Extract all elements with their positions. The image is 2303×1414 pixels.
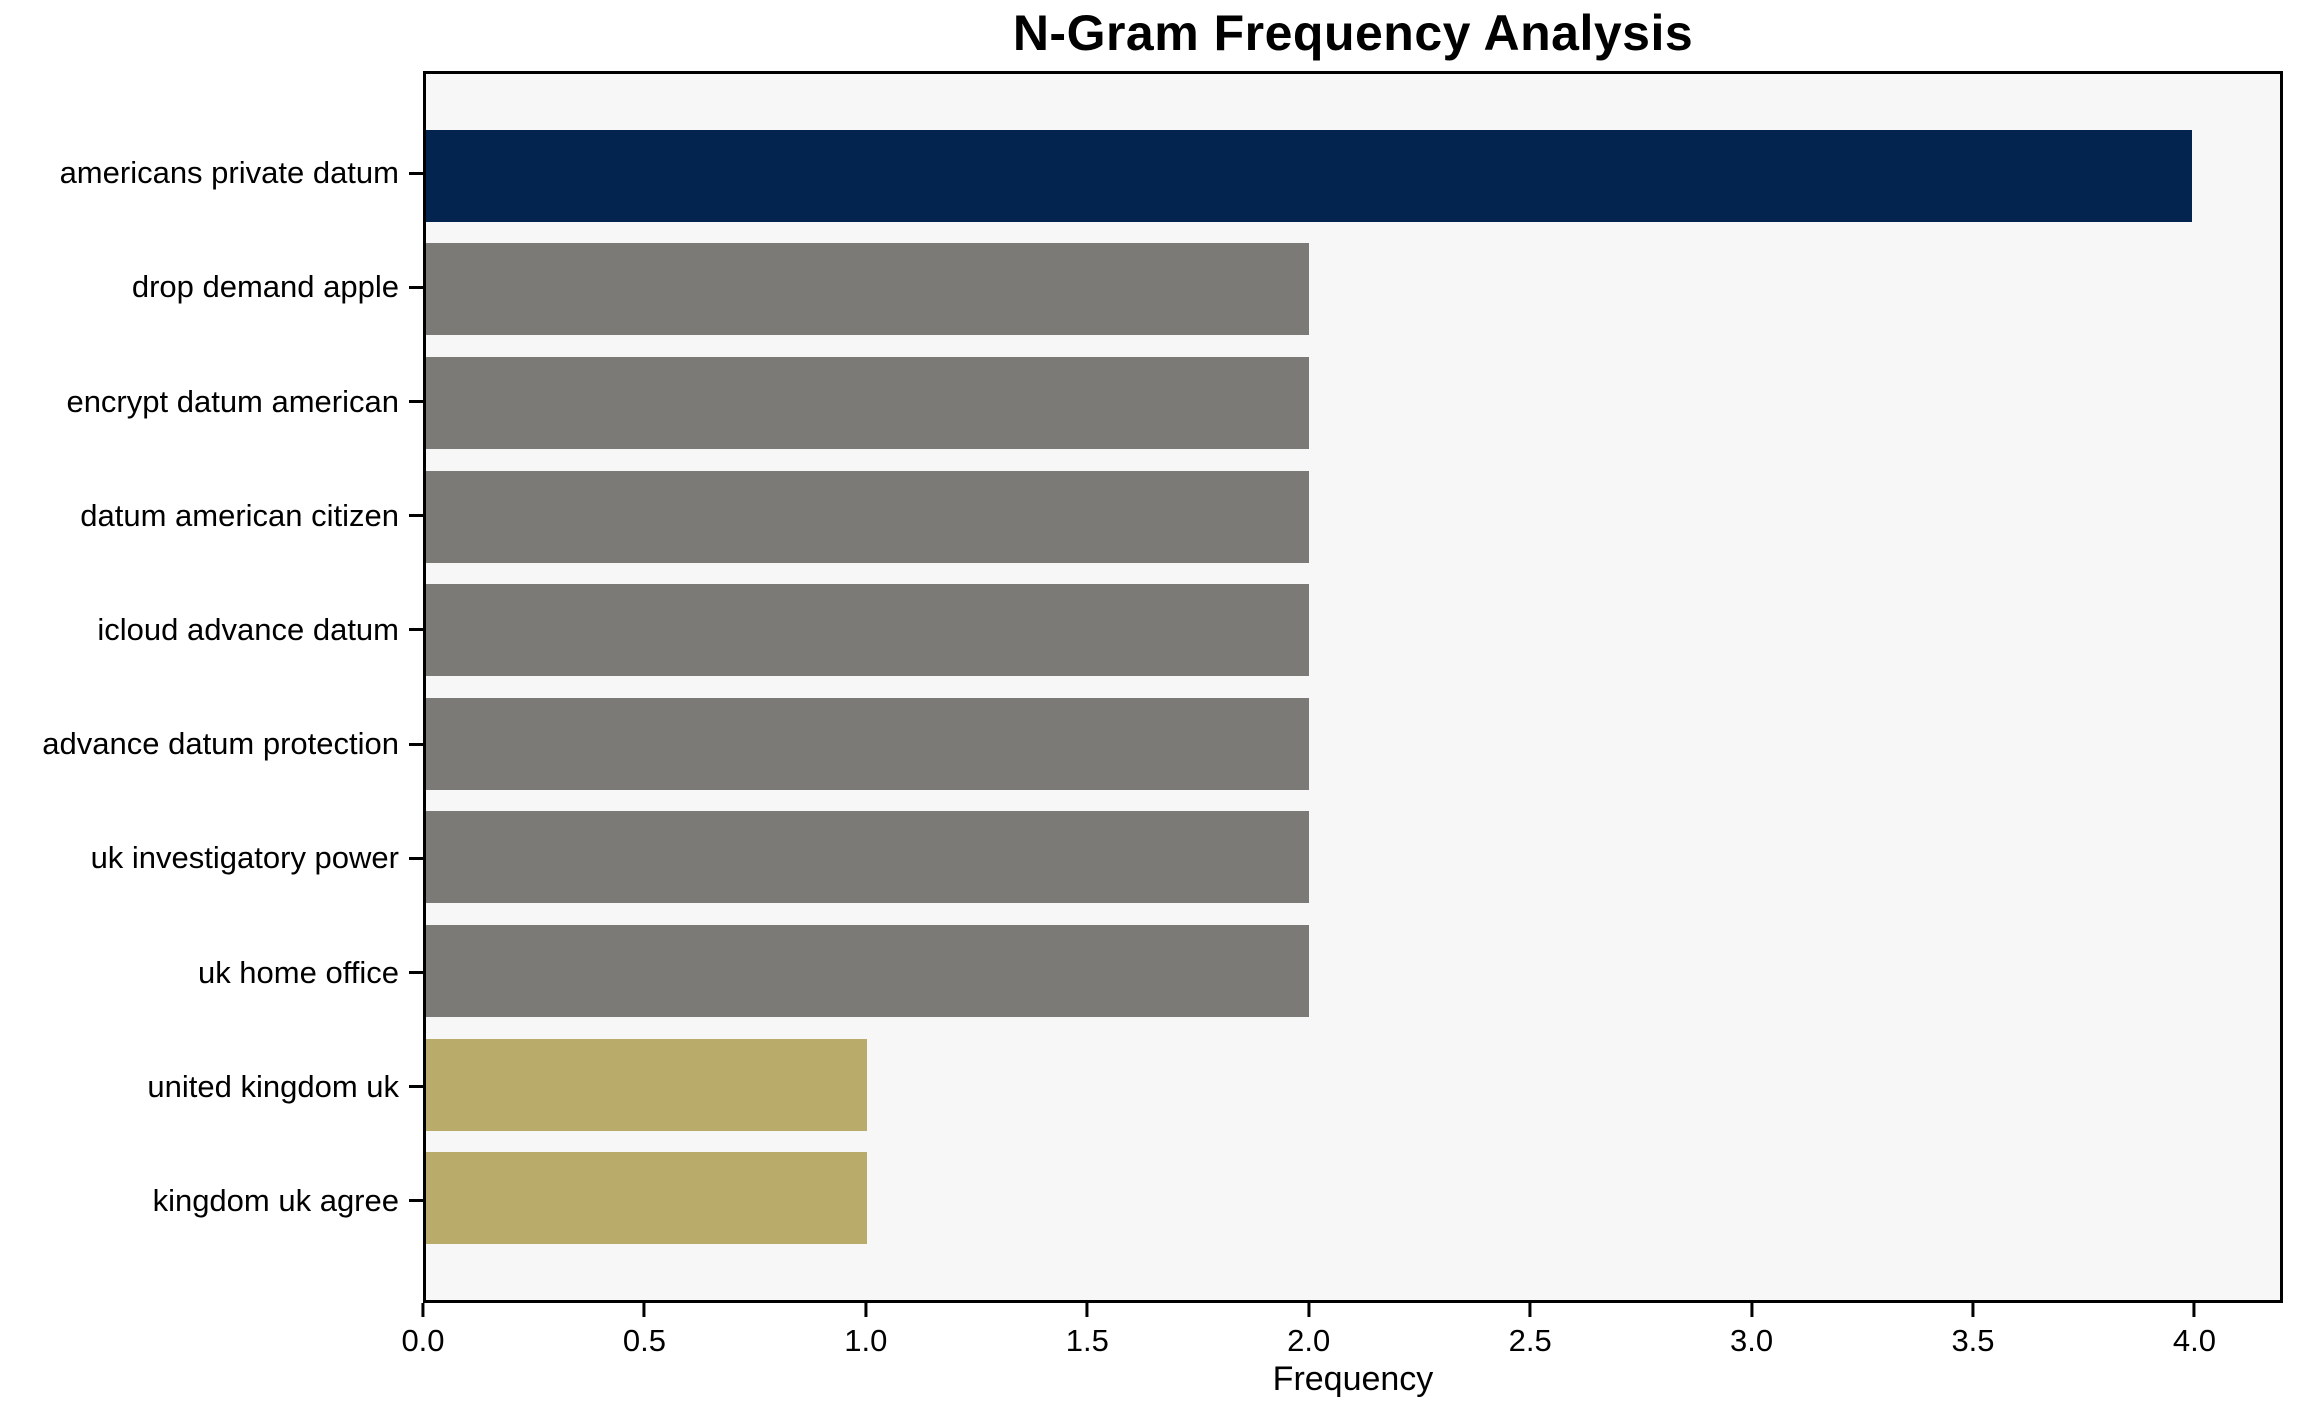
x-tick-label: 4.0 <box>2172 1323 2216 1358</box>
x-tick-mark <box>1085 1303 1089 1317</box>
y-tick-mark <box>409 285 423 289</box>
y-tick-mark <box>409 742 423 746</box>
y-tick-row-uk-investigatory-power: uk investigatory power <box>0 801 423 915</box>
bar-row-encrypt-datum-american <box>426 346 2280 460</box>
x-tick-label: 2.5 <box>1508 1323 1552 1358</box>
y-tick-label: encrypt datum american <box>66 383 399 419</box>
x-tick-mark <box>864 1303 868 1317</box>
x-tick-0.5: 0.5 <box>623 1303 666 1359</box>
plot-area <box>423 71 2283 1303</box>
y-tick-label: uk home office <box>197 954 399 990</box>
bar-row-datum-american-citizen <box>426 460 2280 574</box>
y-tick-mark <box>409 171 423 175</box>
x-tick-4.0: 4.0 <box>2173 1303 2216 1359</box>
bar-row-united-kingdom-uk <box>426 1028 2280 1142</box>
y-tick-mark <box>409 400 423 403</box>
y-tick-label: advance datum protection <box>42 726 399 762</box>
x-tick-2.5: 2.5 <box>1509 1303 1552 1359</box>
chart-title: N-Gram Frequency Analysis <box>1012 5 1694 61</box>
bar-row-icloud-advance-datum <box>426 573 2280 687</box>
bar-row-americans-private-datum <box>426 119 2280 233</box>
x-tick-label: 1.0 <box>844 1323 888 1358</box>
bar-kingdom-uk-agree <box>426 1152 868 1245</box>
x-tick-label: 3.5 <box>1951 1323 1995 1358</box>
x-tick-label: 0.5 <box>622 1323 666 1358</box>
bar-row-kingdom-uk-agree <box>426 1141 2280 1255</box>
bar-advance-datum-protection <box>426 697 1309 790</box>
y-tick-row-kingdom-uk-agree: kingdom uk agree <box>0 1144 423 1258</box>
y-tick-row-encrypt-datum-american: encrypt datum american <box>0 344 423 458</box>
x-tick-3.5: 3.5 <box>1951 1303 1995 1359</box>
x-tick-mark <box>1307 1303 1311 1317</box>
bar-icloud-advance-datum <box>426 584 1309 677</box>
bar-encrypt-datum-american <box>426 356 1309 449</box>
x-tick-3.0: 3.0 <box>1730 1303 1773 1359</box>
y-tick-label: datum american citizen <box>80 497 399 533</box>
bar-row-advance-datum-protection <box>426 687 2280 801</box>
y-tick-row-datum-american-citizen: datum american citizen <box>0 459 423 573</box>
y-tick-label: drop demand apple <box>131 269 399 305</box>
bar-americans-private-datum <box>426 129 2192 222</box>
y-tick-label: americans private datum <box>59 155 399 191</box>
y-tick-row-drop-demand-apple: drop demand apple <box>0 230 423 344</box>
x-tick-mark <box>421 1303 425 1317</box>
y-tick-label: uk investigatory power <box>90 840 399 876</box>
y-tick-mark <box>409 514 423 518</box>
y-tick-label: kingdom uk agree <box>152 1182 399 1218</box>
bar-drop-demand-apple <box>426 243 1309 336</box>
y-tick-label: united kingdom uk <box>147 1068 399 1104</box>
bar-row-uk-home-office <box>426 914 2280 1028</box>
y-tick-mark <box>409 1199 423 1203</box>
y-tick-label: icloud advance datum <box>97 611 399 647</box>
x-axis: 0.0 0.5 1.0 1.5 2.0 2.5 3.0 3.5 4.0 <box>401 1303 2283 1367</box>
y-tick-row-icloud-advance-datum: icloud advance datum <box>0 573 423 687</box>
y-tick-mark <box>409 628 423 632</box>
bar-datum-american-citizen <box>426 470 1309 563</box>
x-tick-mark <box>1528 1303 1532 1317</box>
x-tick-label: 3.0 <box>1730 1323 1774 1358</box>
bar-row-drop-demand-apple <box>426 233 2280 347</box>
bar-row-uk-investigatory-power <box>426 801 2280 915</box>
bars-container <box>426 74 2280 1300</box>
x-tick-mark <box>2192 1303 2196 1317</box>
y-tick-row-americans-private-datum: americans private datum <box>0 116 423 230</box>
x-axis-label: Frequency <box>1272 1360 1434 1398</box>
y-tick-mark <box>409 856 423 860</box>
y-tick-row-united-kingdom-uk: united kingdom uk <box>0 1030 423 1144</box>
x-tick-mark <box>1750 1303 1754 1317</box>
x-tick-1.5: 1.5 <box>1066 1303 1109 1359</box>
x-tick-1.0: 1.0 <box>844 1303 887 1359</box>
y-tick-row-uk-home-office: uk home office <box>0 915 423 1029</box>
x-tick-mark <box>1971 1303 1975 1317</box>
y-tick-mark <box>409 1085 423 1089</box>
x-tick-label: 1.5 <box>1065 1323 1109 1358</box>
x-tick-label: 2.0 <box>1287 1323 1331 1358</box>
y-tick-mark <box>409 971 423 975</box>
bar-uk-home-office <box>426 924 1309 1017</box>
bar-united-kingdom-uk <box>426 1038 868 1131</box>
x-tick-label: 0.0 <box>401 1323 445 1358</box>
x-tick-2.0: 2.0 <box>1287 1303 1330 1359</box>
y-axis: americans private datum drop demand apple… <box>0 71 423 1303</box>
y-tick-row-advance-datum-protection: advance datum protection <box>0 687 423 801</box>
x-tick-mark <box>642 1303 646 1317</box>
bar-uk-investigatory-power <box>426 811 1309 904</box>
x-tick-0.0: 0.0 <box>401 1303 445 1359</box>
